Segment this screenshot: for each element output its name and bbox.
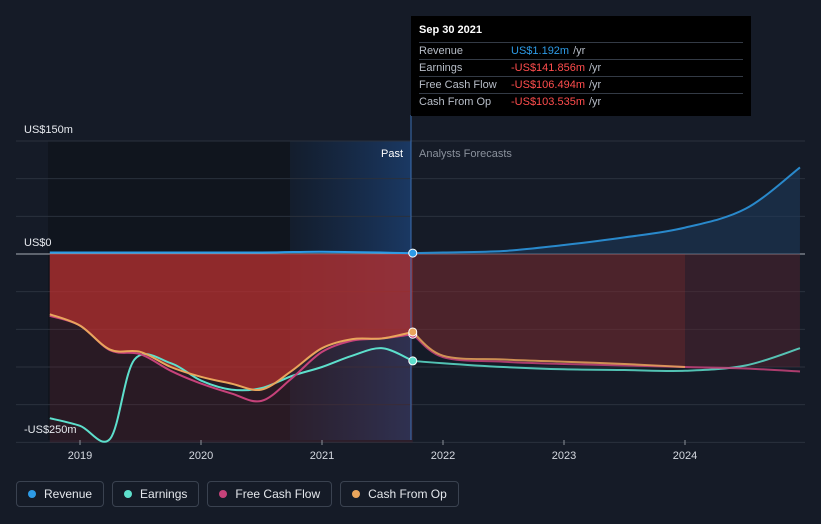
legend-dot-icon: [352, 490, 361, 498]
revenue-line-forecast: [412, 166, 801, 255]
earnings-past-lower-area: [49, 314, 413, 443]
legend-cfo-button[interactable]: Cash From Op: [340, 481, 459, 507]
tooltip-value: US$1.192m: [511, 45, 570, 57]
free-cash-flow-line-forecast: [412, 333, 801, 373]
earnings-past-area: [49, 254, 413, 391]
legend-dot-icon: [124, 490, 133, 498]
current-markers: [408, 248, 418, 366]
legend-dot-icon: [28, 490, 36, 498]
x-tick-label: 2020: [189, 450, 213, 462]
x-tick-label: 2019: [68, 450, 92, 462]
tooltip-label: Cash From Op: [419, 96, 492, 108]
earnings-forecast-tail-area: [685, 254, 800, 367]
tooltip-date: Sep 30 2021: [419, 24, 482, 36]
x-tick-label: 2024: [673, 450, 697, 462]
cash-from-op-line-forecast: [412, 331, 686, 368]
earnings-forecast-area: [412, 254, 685, 367]
legend-revenue-button[interactable]: Revenue: [16, 481, 105, 507]
x-tick-label: 2023: [552, 450, 576, 462]
tooltip-unit: /yr: [573, 45, 586, 57]
tooltip-label: Free Cash Flow: [419, 79, 497, 91]
tooltip-unit: /yr: [589, 62, 602, 74]
tooltip-label: Revenue: [419, 45, 464, 57]
series-lines: [49, 166, 801, 443]
earnings-line-forecast: [412, 347, 801, 373]
revenue-forecast-area: [412, 167, 800, 254]
legend-dot-icon: [219, 490, 228, 498]
y-label-zero: US$0: [24, 237, 52, 249]
cash-from-op-line-past: [49, 313, 413, 392]
tooltip-value: -US$141.856m: [511, 62, 585, 74]
cash-from-op-marker: [408, 327, 418, 337]
tooltip: Sep 30 2021 Revenue US$1.192m /yr Earnin…: [411, 16, 751, 116]
past-label: Past: [381, 148, 403, 160]
y-label-bottom: -US$250m: [24, 424, 77, 436]
legend-label: Earnings: [140, 487, 188, 501]
revenue-marker: [408, 248, 418, 258]
legend-label: Cash From Op: [368, 487, 447, 501]
tooltip-row-earnings: Earnings -US$141.856m /yr: [419, 59, 743, 76]
legend-label: Revenue: [44, 487, 93, 501]
x-tick-label: 2022: [431, 450, 455, 462]
legend-label: Free Cash Flow: [235, 487, 321, 501]
tooltip-unit: /yr: [589, 96, 602, 108]
revenue-line-past: [49, 250, 413, 255]
tooltip-unit: /yr: [589, 79, 602, 91]
tooltip-row-revenue: Revenue US$1.192m /yr: [419, 42, 743, 59]
earnings-marker: [408, 356, 418, 366]
x-tick-label: 2021: [310, 450, 334, 462]
legend-earnings-button[interactable]: Earnings: [112, 481, 200, 507]
tooltip-row-cfo: Cash From Op -US$103.535m /yr: [419, 93, 743, 110]
x-axis: 2019 2020 2021 2022 2023 2024: [68, 440, 697, 462]
legend-fcf-button[interactable]: Free Cash Flow: [207, 481, 333, 507]
legend: Revenue Earnings Free Cash Flow Cash Fro…: [16, 481, 459, 507]
earnings-line-past: [49, 347, 414, 443]
tooltip-value: -US$106.494m: [511, 79, 585, 91]
area-fills: [49, 167, 800, 443]
tooltip-row-fcf: Free Cash Flow -US$106.494m /yr: [419, 76, 743, 93]
forecast-label: Analysts Forecasts: [419, 148, 512, 160]
tooltip-value: -US$103.535m: [511, 96, 585, 108]
tooltip-label: Earnings: [419, 62, 463, 74]
y-label-top: US$150m: [24, 124, 73, 136]
